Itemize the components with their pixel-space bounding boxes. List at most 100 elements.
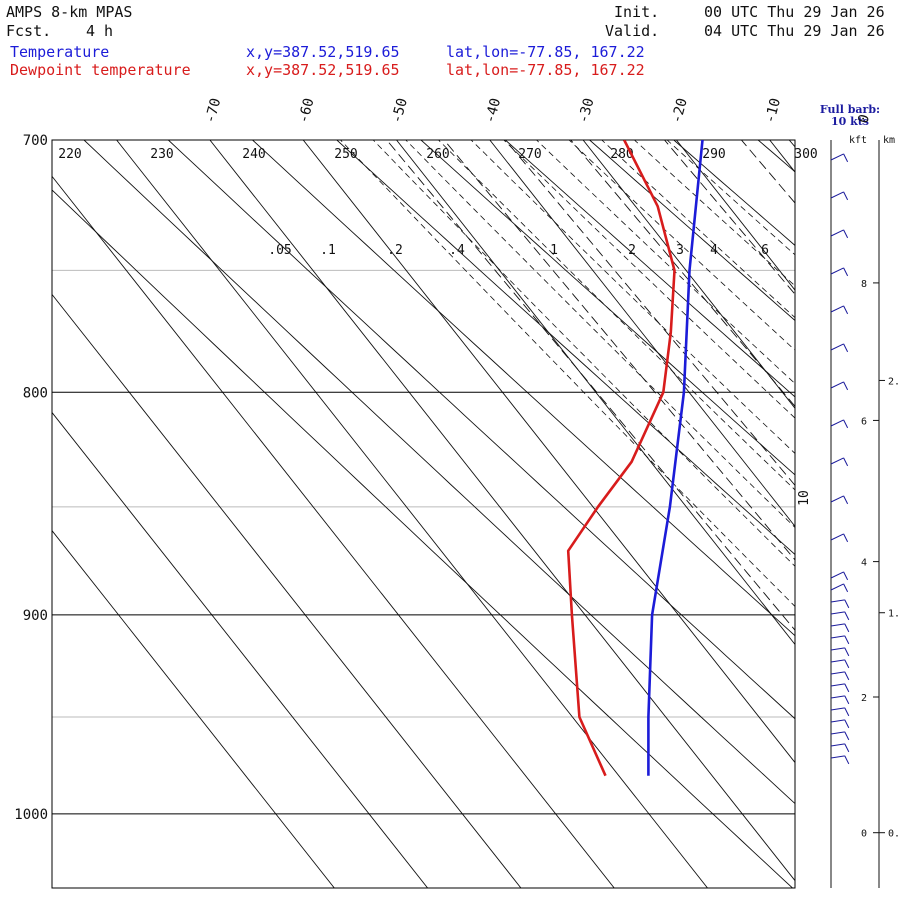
mixing-ratio-label: .05: [268, 243, 291, 258]
isotherm: [396, 140, 795, 646]
mixing-ratio-label: 3: [676, 243, 684, 258]
wind-barb-flag: [843, 267, 849, 277]
isotherm: [52, 175, 615, 888]
pressure-tick-label: 1000: [14, 807, 48, 823]
init-time: 00 UTC Thu 29 Jan 26: [704, 3, 885, 21]
moist-adiabat: [666, 140, 795, 256]
dewpoint-profile: [566, 140, 676, 777]
theta-label: 260: [426, 147, 449, 162]
dewpoint-legend-latlon: lat,lon=-77.85, 167.22: [446, 61, 645, 79]
pressure-tick-label: 700: [23, 133, 48, 149]
theta-label: 290: [702, 147, 725, 162]
valid-label: Valid.: [605, 22, 660, 40]
wind-barb: [830, 695, 845, 699]
mixing-ratio-label: .2: [387, 243, 403, 258]
mixing-ratio-line: [386, 140, 795, 631]
moist-adiabat: [536, 140, 795, 385]
temperature-tick-label: -70: [202, 96, 224, 125]
isotherm: [769, 140, 795, 173]
wind-barb-flag: [843, 343, 849, 353]
model-title: AMPS 8-km MPAS: [6, 3, 133, 21]
mixing-ratio-label: .4: [449, 243, 465, 258]
wind-barb-flag: [844, 671, 850, 681]
dewpoint-legend-name: Dewpoint temperature: [10, 61, 191, 79]
pressure-tick-label: 800: [23, 385, 48, 401]
isotherm: [302, 140, 795, 764]
forecast-hour: 4 h: [86, 22, 114, 40]
mixing-ratio-line: [570, 140, 795, 408]
moist-adiabat: [405, 140, 795, 528]
theta-label: 230: [150, 147, 173, 162]
dry-adiabat: [83, 140, 795, 805]
forecast-label: Fcst.: [6, 22, 52, 40]
wind-barb-flag: [843, 153, 849, 163]
dry-adiabat: [420, 140, 795, 476]
mixing-ratio-line: [788, 140, 795, 148]
wind-barb-flag: [844, 659, 850, 669]
isotherm: [52, 411, 428, 888]
isotherm: [863, 140, 900, 888]
dry-adiabat: [673, 140, 795, 247]
isotherm: [489, 140, 795, 528]
theta-label: 220: [58, 147, 81, 162]
km-tick-label: 2.: [888, 376, 900, 387]
pressure-tick-label: 900: [23, 608, 48, 624]
wind-barb: [830, 731, 845, 735]
mixing-ratio-line: [504, 140, 795, 487]
wind-barb: [830, 743, 845, 747]
wind-barb-flag: [843, 533, 849, 543]
wind-barb-flag: [844, 635, 850, 645]
dry-adiabat: [589, 140, 795, 322]
temperature-legend-latlon: lat,lon=-77.85, 167.22: [446, 43, 645, 61]
wind-barb: [830, 267, 844, 275]
wind-barb: [830, 495, 844, 503]
isotherm: [209, 140, 795, 882]
wind-barb-flag: [843, 305, 849, 315]
isotherm: [116, 140, 708, 888]
temperature-tick-label: -50: [389, 96, 411, 125]
wind-barb-flag: [843, 229, 849, 239]
wind-barb-flag: [844, 719, 850, 729]
theta-label: 280: [610, 147, 633, 162]
wind-barb: [830, 683, 845, 687]
wind-barb: [830, 635, 845, 639]
wind-barb: [830, 381, 844, 389]
wind-barb: [830, 305, 844, 313]
mixing-ratio-line: [443, 140, 795, 561]
theta-label: 300: [794, 147, 817, 162]
wind-barb-flag: [843, 381, 849, 391]
wind-barb-flag: [844, 647, 850, 657]
wind-barb-flag: [844, 683, 850, 693]
mixing-ratio-line: [824, 140, 900, 888]
mixing-ratio-label: 4: [710, 243, 718, 258]
temperature-tick-label: -30: [576, 96, 598, 125]
theta-label: 250: [334, 147, 357, 162]
wind-barb-flag: [843, 583, 849, 593]
wind-barb: [830, 659, 845, 663]
km-tick-label: 1.: [888, 609, 900, 620]
wind-barb-flag: [843, 571, 849, 581]
wind-barb: [830, 457, 844, 465]
moist-adiabat: [470, 140, 795, 454]
moist-adiabat: [601, 140, 795, 319]
moist-adiabat: [372, 140, 795, 567]
kft-label: kft: [849, 135, 867, 146]
temperature-legend-xy: x,y=387.52,519.65: [246, 43, 400, 61]
kft-tick-label: 6: [861, 416, 867, 427]
wind-barb: [830, 755, 845, 759]
dry-adiabat: [252, 140, 795, 637]
wind-barb: [830, 707, 845, 711]
theta-label: 270: [518, 147, 541, 162]
temperature-tick-label: -20: [669, 96, 691, 125]
wind-barb: [830, 583, 844, 591]
moist-adiabat: [438, 140, 795, 491]
wind-barb: [830, 191, 844, 199]
dry-adiabat: [336, 140, 795, 556]
wind-barb-flag: [844, 707, 850, 717]
wind-barb-flag: [843, 419, 849, 429]
temperature-tick-label: -40: [482, 96, 504, 125]
wind-barb-flag: [843, 457, 849, 467]
temperature-profile: [647, 140, 704, 776]
wind-barb: [830, 599, 845, 603]
